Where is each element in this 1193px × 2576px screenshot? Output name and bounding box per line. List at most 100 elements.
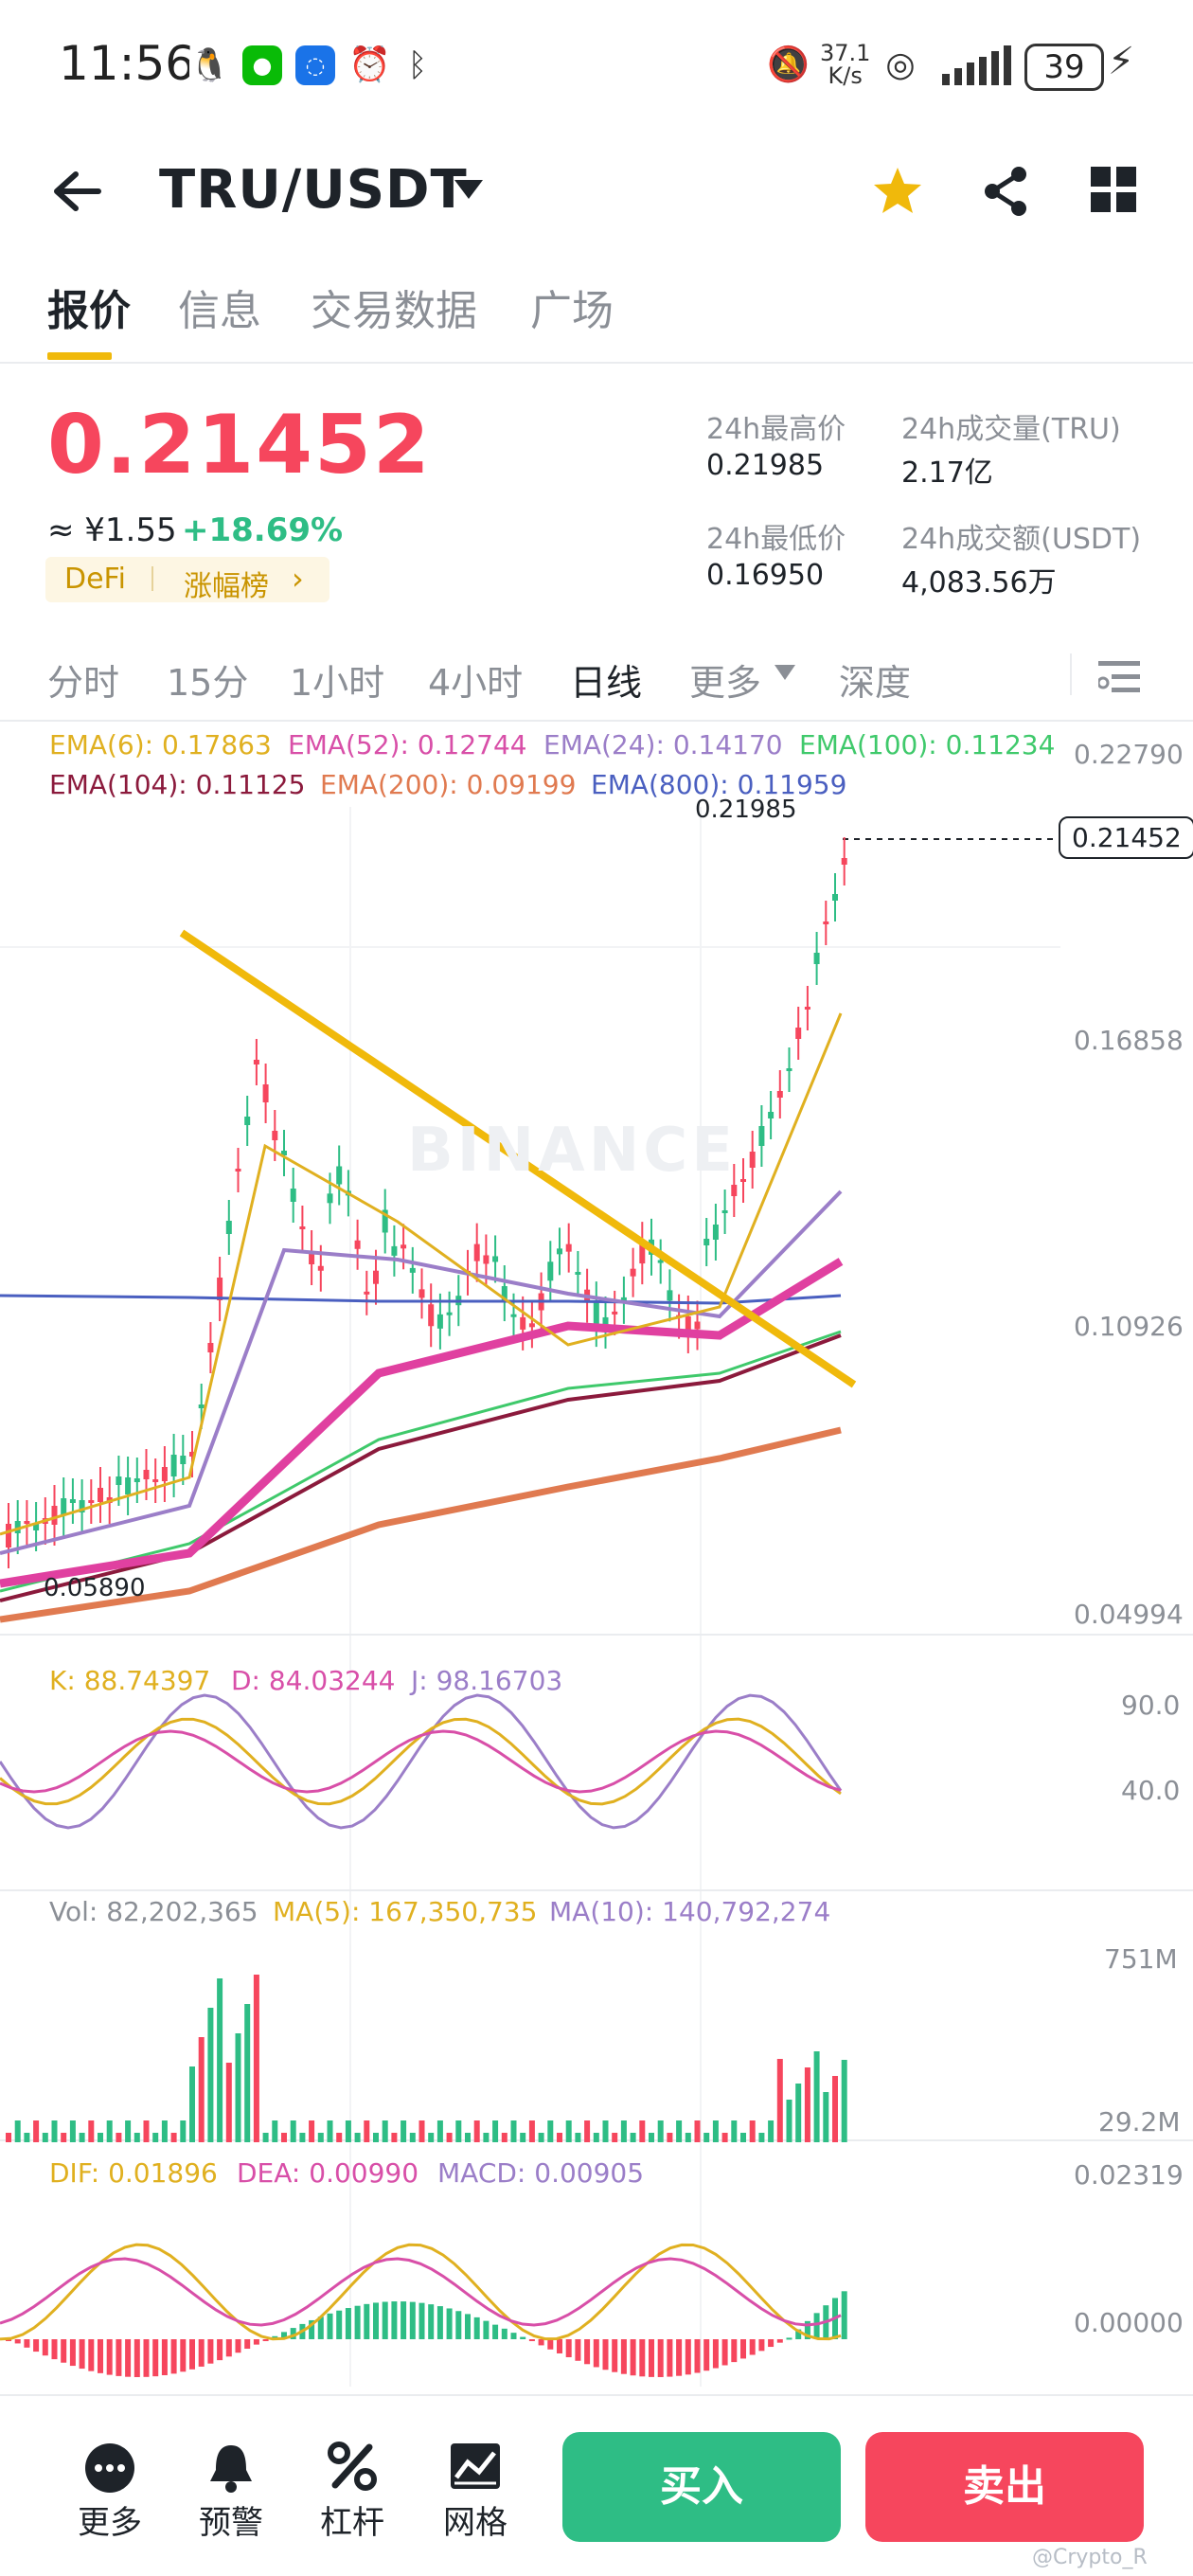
macd-bar [510, 2333, 517, 2339]
volume-bar [409, 2133, 416, 2142]
candle-body [161, 1467, 168, 1481]
ema800-colon: : [720, 769, 738, 800]
tf-depth[interactable]: 深度 [839, 662, 912, 704]
alarm-icon: ⏰ [348, 45, 391, 85]
buy-button[interactable]: 买入 [562, 2432, 841, 2542]
more-caret-icon[interactable] [775, 665, 795, 680]
percent-icon [328, 2442, 377, 2491]
volume-bar [565, 2120, 572, 2142]
candle-body [703, 1239, 710, 1245]
candle-body [409, 1267, 416, 1273]
candle-body [520, 1316, 526, 1330]
ema52-colon: : [400, 729, 418, 760]
last-price: 0.21452 [47, 398, 432, 492]
volume-bar [740, 2133, 746, 2142]
tag-box[interactable]: DeFi 涨幅榜 › [45, 557, 329, 603]
chart-settings-icon[interactable] [1098, 657, 1140, 695]
corner-watermark: @Crypto_R [1032, 2546, 1148, 2569]
macd-bar [51, 2339, 58, 2360]
tab-trading-data[interactable]: 交易数据 [311, 287, 477, 335]
volume-bar [776, 2059, 783, 2142]
macd-bar [253, 2339, 259, 2345]
macd-bar [538, 2339, 544, 2346]
high-marker: 0.21985 [695, 796, 797, 824]
ema104-value: 0.11125 [195, 769, 306, 800]
volume-bar [712, 2120, 719, 2142]
macd-bar [364, 2303, 370, 2339]
candle-body [364, 1291, 370, 1295]
tf-15m[interactable]: 15分 [167, 662, 249, 704]
grid-chart-icon [451, 2443, 500, 2489]
candle-body [557, 1248, 562, 1255]
binance-watermark: BINANCE [407, 1116, 737, 1186]
back-arrow-icon[interactable] [49, 169, 102, 214]
macd-bar [24, 2339, 30, 2348]
candle-body [795, 1028, 802, 1039]
candle-body [152, 1479, 159, 1482]
macd-bar [354, 2305, 361, 2339]
chevron-down-icon[interactable] [453, 178, 485, 201]
macd-axis-tick: 0.00000 [1074, 2307, 1184, 2338]
candle-body [253, 1060, 259, 1064]
volume-bar [630, 2133, 636, 2142]
volume-bar [557, 2133, 562, 2142]
candle-body [281, 1151, 287, 1155]
candle-body [244, 1117, 251, 1125]
pair-title[interactable]: TRU/USDT [159, 159, 468, 221]
grid-icon[interactable] [1091, 167, 1136, 212]
candle-body [841, 858, 847, 865]
macd-bar [520, 2336, 526, 2339]
volume-label: 24h成交量(TRU) [901, 413, 1121, 446]
sell-button[interactable]: 卖出 [865, 2432, 1144, 2542]
tf-1h[interactable]: 1小时 [290, 662, 385, 704]
macd-bar [6, 2339, 11, 2341]
tf-more[interactable]: 更多 [689, 662, 762, 704]
ema6-value: 0.17863 [162, 729, 272, 760]
share-icon[interactable] [981, 165, 1030, 218]
bell-icon [210, 2445, 252, 2493]
current-price-tag: 0.21452 [1059, 816, 1193, 859]
volume-bar [198, 2037, 205, 2142]
volume-bar [79, 2133, 85, 2142]
volume-bar [51, 2120, 58, 2142]
kline-chart[interactable] [0, 722, 1193, 2388]
candle-body [88, 1500, 95, 1503]
macd-bar [436, 2306, 443, 2339]
candle-body [473, 1243, 480, 1261]
ema200-colon: : [449, 769, 467, 800]
bottom-item-grid[interactable]: 网格 [428, 2424, 523, 2542]
macd-bar [14, 2339, 21, 2344]
bottom-item-more[interactable]: 更多 [62, 2424, 157, 2542]
volume-bar [538, 2133, 544, 2142]
kdj-k: K: 88.74397 [49, 1665, 211, 1696]
candle-body [262, 1084, 269, 1102]
macd-bar [649, 2339, 654, 2377]
tf-1d[interactable]: 日线 [570, 662, 643, 704]
volume-bar [446, 2133, 453, 2142]
volume-bar [575, 2133, 581, 2142]
macd-bar [740, 2339, 746, 2359]
candle-body [235, 1169, 241, 1172]
tab-square[interactable]: 广场 [530, 287, 614, 335]
star-icon[interactable] [871, 165, 924, 218]
bottom-item-margin[interactable]: 杠杆 [305, 2424, 400, 2542]
candle-body [612, 1311, 618, 1315]
volume-bar [676, 2120, 683, 2142]
candle-body [813, 953, 820, 964]
candle-body [33, 1523, 40, 1530]
status-time: 11:56 [59, 36, 196, 91]
net-speed: 37.1 K/s [820, 42, 870, 87]
macd-bar [593, 2339, 599, 2368]
tab-quote[interactable]: 报价 [47, 287, 131, 335]
volume-bar [207, 2008, 214, 2142]
turnover-value: 4,083.56万 [901, 566, 1057, 599]
tf-timeshare[interactable]: 分时 [47, 662, 120, 704]
candle-body [639, 1243, 646, 1264]
bottom-item-alert[interactable]: 预警 [184, 2424, 278, 2542]
tf-4h[interactable]: 4小时 [428, 662, 524, 704]
candle-body [299, 1226, 306, 1229]
kdj-d-line [0, 1729, 842, 1794]
tab-info[interactable]: 信息 [178, 287, 261, 335]
volume-bar [602, 2120, 609, 2142]
macd-bar [712, 2339, 719, 2369]
